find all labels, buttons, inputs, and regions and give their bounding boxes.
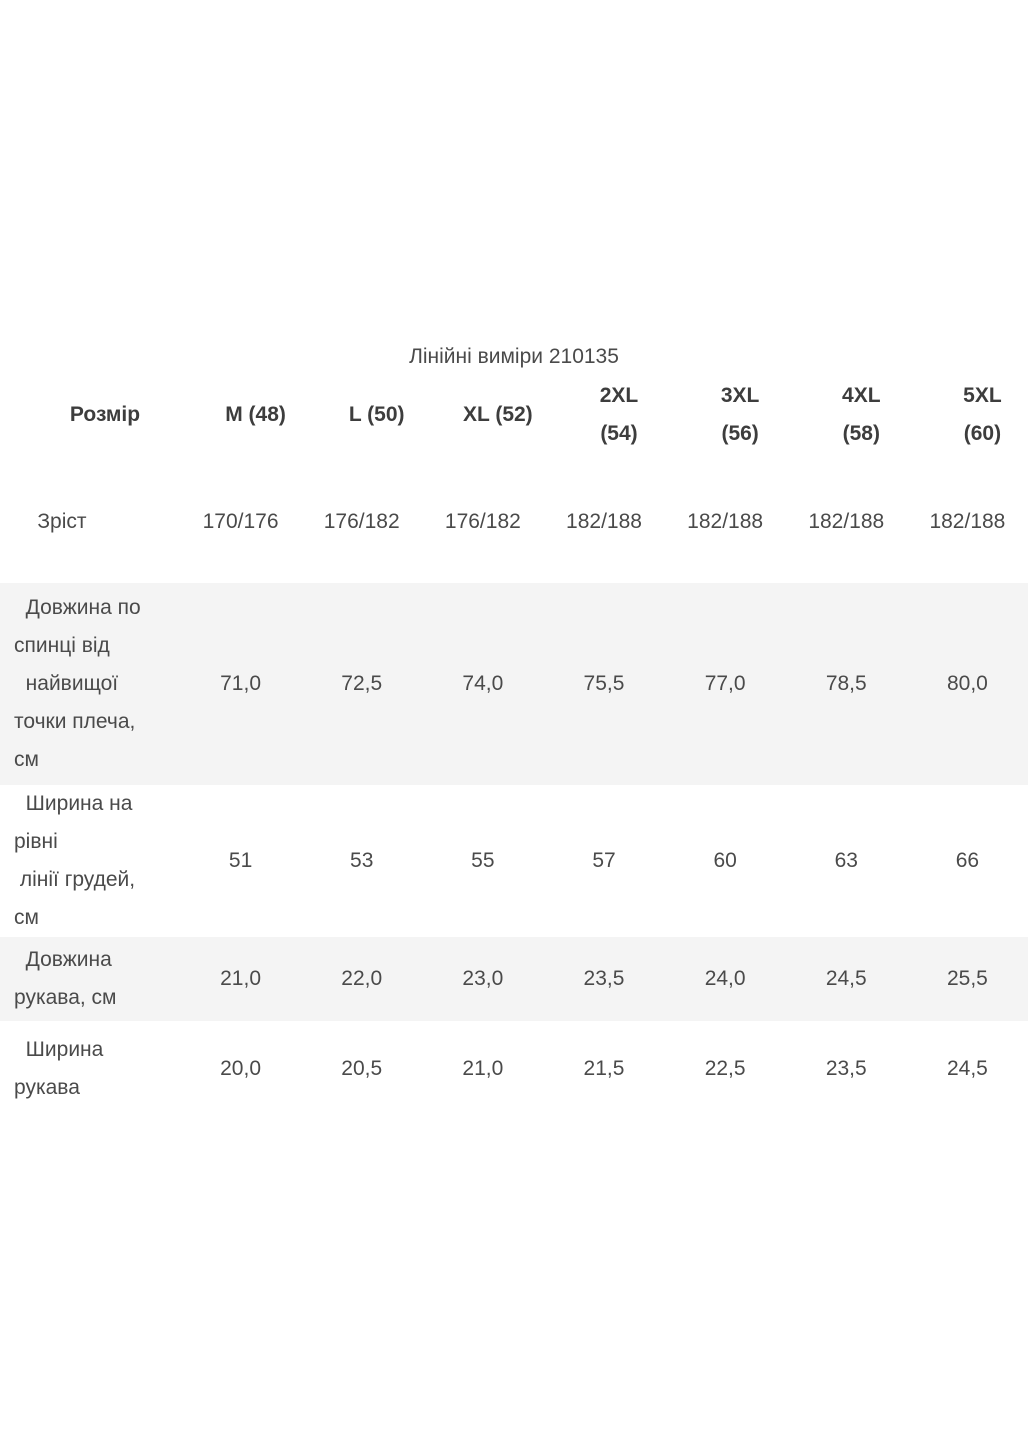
table-row: Довжина по спинці від найвищої точки пле…: [0, 583, 1028, 785]
measurement-value: 21,5: [583, 1057, 625, 1080]
table-row: Ширина рукава 20,0 20,5 21,0 21,5 22,5 23,5 24,…: [0, 1021, 1028, 1117]
column-header-m: M (48): [225, 403, 286, 426]
size-chart-title: Лінійні виміри 210135: [409, 345, 619, 368]
measurement-value: 176/182: [444, 509, 521, 533]
measurement-value: 22,5: [704, 1057, 746, 1080]
measurement-value: 66: [955, 849, 980, 872]
table-row: Ширина на рівні лінії грудей, см 51 53 55 57…: [0, 785, 1028, 937]
measurement-value: 21,0: [220, 967, 261, 990]
measurement-value: 74,0: [462, 672, 504, 695]
column-header-3xl: 3XL (56): [720, 384, 760, 445]
measurement-value: 24,5: [825, 967, 867, 990]
measurement-value: 23,5: [583, 967, 625, 990]
measurement-value: 25,5: [946, 967, 988, 990]
measurement-value: 23,0: [462, 967, 504, 990]
measurement-value: 176/182: [323, 509, 400, 533]
measurement-value: 53: [350, 849, 374, 872]
row-label: Ширина рукава: [14, 1038, 104, 1099]
table-header: Розмір M (48) L (50) XL (52) 2XL (54) 3X…: [0, 370, 1028, 460]
column-header-5xl: 5XL (60): [963, 384, 1002, 445]
measurement-value: 51: [228, 849, 253, 872]
measurement-value: 20,5: [341, 1057, 383, 1080]
measurement-value: 182/188: [566, 509, 642, 533]
row-label: Довжина по спинці від найвищої точки пле…: [14, 596, 141, 771]
measurement-value: 78,5: [825, 672, 867, 695]
column-header-l: L (50): [348, 403, 405, 426]
row-label: Зріст: [14, 509, 87, 533]
column-header-size: Розмір: [69, 403, 141, 426]
column-header-4xl: 4XL (58): [842, 384, 881, 445]
measurement-value: 57: [592, 849, 616, 872]
size-chart-section: Лінійні виміри 210135 Розмір M (48) L (5…: [0, 344, 1028, 1117]
row-label: Довжина рукава, см: [14, 948, 117, 1009]
measurement-value: 23,5: [825, 1057, 867, 1080]
row-label: Ширина на рівні лінії грудей, см: [14, 792, 136, 929]
measurement-value: 71,0: [220, 672, 261, 695]
measurement-value: 21,0: [462, 1057, 504, 1080]
measurement-value: 20,0: [220, 1057, 261, 1080]
table-body: Зріст 170/176 176/182 176/182 182/188 182/188…: [0, 460, 1028, 1117]
measurement-value: 80,0: [946, 672, 988, 695]
table-header-row: Розмір M (48) L (50) XL (52) 2XL (54) 3X…: [0, 370, 1028, 460]
measurement-value: 55: [471, 849, 495, 872]
measurement-value: 182/188: [808, 509, 885, 533]
measurement-value: 22,0: [341, 967, 383, 990]
measurement-value: 170/176: [202, 509, 279, 533]
measurement-value: 24,5: [946, 1057, 988, 1080]
size-table: Розмір M (48) L (50) XL (52) 2XL (54) 3X…: [0, 370, 1028, 1117]
table-row: Довжина рукава, см 21,0 22,0 23,0 23,5 24,0 24…: [0, 937, 1028, 1021]
measurement-value: 63: [834, 849, 858, 872]
column-header-2xl: 2XL (54): [599, 384, 639, 445]
measurement-value: 182/188: [687, 509, 764, 533]
column-header-xl: XL (52): [463, 403, 533, 426]
measurement-value: 77,0: [704, 672, 746, 695]
measurement-value: 72,5: [341, 672, 383, 695]
table-row: Зріст 170/176 176/182 176/182 182/188 182/188…: [0, 460, 1028, 583]
measurement-value: 182/188: [929, 509, 1006, 533]
measurement-value: 75,5: [583, 672, 625, 695]
measurement-value: 24,0: [704, 967, 746, 990]
measurement-value: 60: [713, 849, 737, 872]
